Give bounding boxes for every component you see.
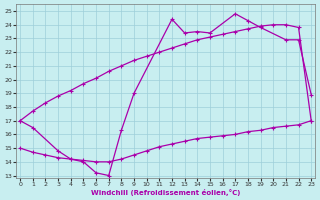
X-axis label: Windchill (Refroidissement éolien,°C): Windchill (Refroidissement éolien,°C) (91, 189, 240, 196)
